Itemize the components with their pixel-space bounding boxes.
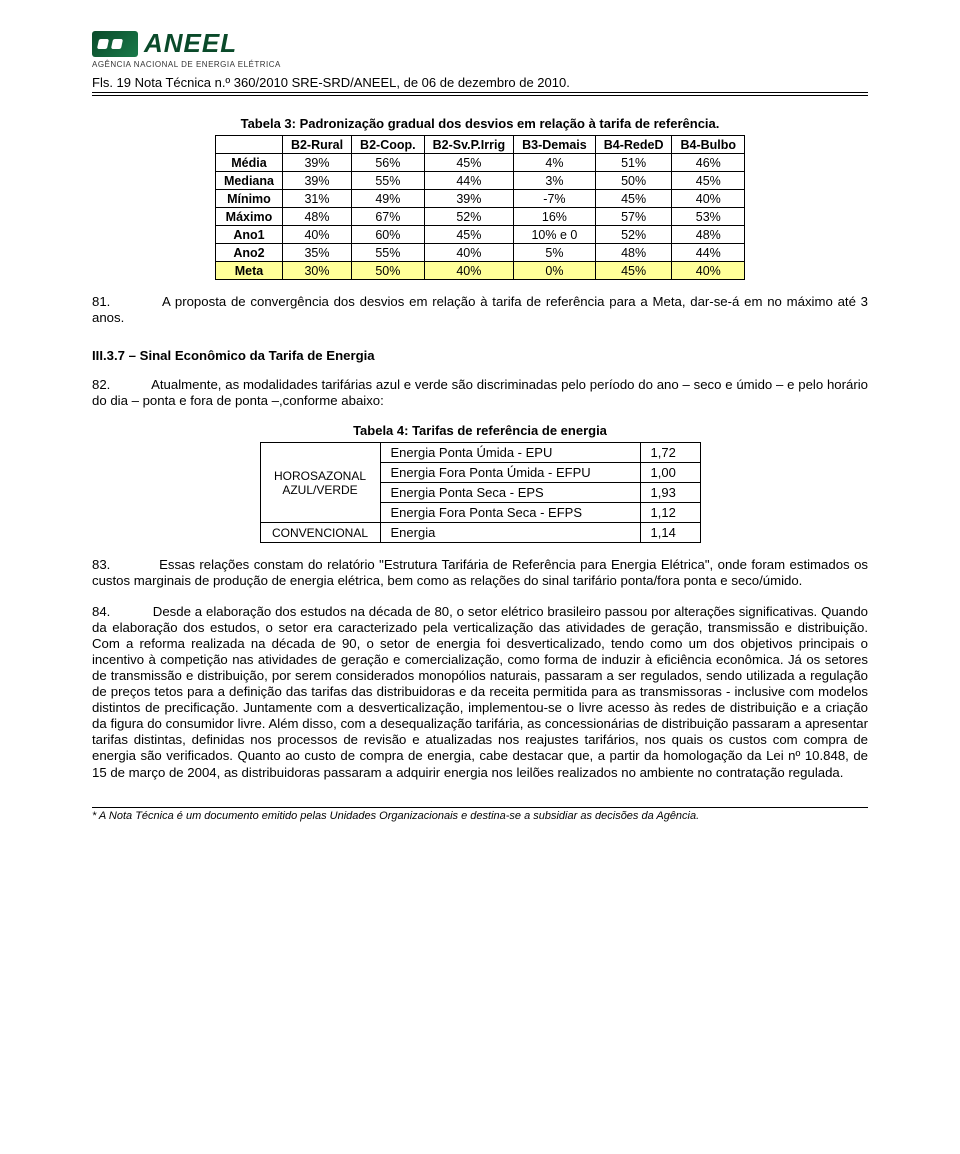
logo-icon bbox=[92, 31, 138, 57]
table3-row: Ano2 35% 55% 40% 5% 48% 44% bbox=[215, 244, 744, 262]
table4-val: 1,72 bbox=[640, 443, 700, 463]
table3-cell: 45% bbox=[672, 172, 745, 190]
table4-desc: Energia bbox=[380, 523, 640, 543]
table3-cell: 46% bbox=[672, 154, 745, 172]
agency-logo: ANEEL AGÊNCIA NACIONAL DE ENERGIA ELÉTRI… bbox=[92, 28, 868, 69]
table3-cell: 31% bbox=[282, 190, 351, 208]
table3-corner bbox=[215, 136, 282, 154]
table3-cell: 52% bbox=[595, 226, 672, 244]
table4-caption: Tabela 4: Tarifas de referência de energ… bbox=[92, 423, 868, 438]
table3-col: B4-Bulbo bbox=[672, 136, 745, 154]
logo-brand: ANEEL bbox=[144, 28, 237, 59]
table3-cell: 55% bbox=[352, 244, 425, 262]
table3-cell: 57% bbox=[595, 208, 672, 226]
table4: HOROSAZONAL AZUL/VERDE Energia Ponta Úmi… bbox=[260, 442, 701, 543]
table4-desc: Energia Fora Ponta Seca - EFPS bbox=[380, 503, 640, 523]
footnote: * A Nota Técnica é um documento emitido … bbox=[92, 807, 868, 822]
table3-cell: 56% bbox=[352, 154, 425, 172]
table3-row: Mínimo 31% 49% 39% -7% 45% 40% bbox=[215, 190, 744, 208]
table3-cell: 40% bbox=[424, 244, 514, 262]
table3-rowlabel: Ano2 bbox=[215, 244, 282, 262]
table3-cell: 52% bbox=[424, 208, 514, 226]
table3-cell: 5% bbox=[514, 244, 596, 262]
table3-cell: 10% e 0 bbox=[514, 226, 596, 244]
table3-cell: 50% bbox=[595, 172, 672, 190]
table3-col: B3-Demais bbox=[514, 136, 596, 154]
table3-col: B4-RedeD bbox=[595, 136, 672, 154]
table3-cell: 60% bbox=[352, 226, 425, 244]
table4-desc: Energia Ponta Seca - EPS bbox=[380, 483, 640, 503]
page-header-line: Fls. 19 Nota Técnica n.º 360/2010 SRE-SR… bbox=[92, 75, 868, 90]
table3-cell: 30% bbox=[282, 262, 351, 280]
table3-cell: 55% bbox=[352, 172, 425, 190]
logo-subtitle: AGÊNCIA NACIONAL DE ENERGIA ELÉTRICA bbox=[92, 60, 868, 69]
table3: B2-Rural B2-Coop. B2-Sv.P.Irrig B3-Demai… bbox=[215, 135, 745, 280]
table3-cell: 35% bbox=[282, 244, 351, 262]
header-rules bbox=[92, 92, 868, 102]
table3-cell: 4% bbox=[514, 154, 596, 172]
table3-cell: 45% bbox=[424, 154, 514, 172]
table3-cell: 40% bbox=[672, 262, 745, 280]
table4-row: CONVENCIONAL Energia 1,14 bbox=[260, 523, 700, 543]
table3-row: Média 39% 56% 45% 4% 51% 46% bbox=[215, 154, 744, 172]
table3-cell: 50% bbox=[352, 262, 425, 280]
table3-row: Mediana 39% 55% 44% 3% 50% 45% bbox=[215, 172, 744, 190]
table3-cell: 40% bbox=[424, 262, 514, 280]
table3-cell: 53% bbox=[672, 208, 745, 226]
table3-cell: -7% bbox=[514, 190, 596, 208]
paragraph-84: 84. Desde a elaboração dos estudos na dé… bbox=[92, 604, 868, 781]
table3-cell: 48% bbox=[282, 208, 351, 226]
table3-rowlabel: Máximo bbox=[215, 208, 282, 226]
table3-col: B2-Coop. bbox=[352, 136, 425, 154]
table3-cell: 48% bbox=[672, 226, 745, 244]
table3-cell: 44% bbox=[424, 172, 514, 190]
table3-cell: 45% bbox=[595, 190, 672, 208]
table3-cell: 16% bbox=[514, 208, 596, 226]
table3-rowlabel: Mínimo bbox=[215, 190, 282, 208]
table3-col: B2-Rural bbox=[282, 136, 351, 154]
table3-row: Ano1 40% 60% 45% 10% e 0 52% 48% bbox=[215, 226, 744, 244]
table4-val: 1,00 bbox=[640, 463, 700, 483]
table3-row: Máximo 48% 67% 52% 16% 57% 53% bbox=[215, 208, 744, 226]
section-heading-iii37: III.3.7 – Sinal Econômico da Tarifa de E… bbox=[92, 348, 868, 363]
table3-cell: 44% bbox=[672, 244, 745, 262]
table3-rowlabel: Média bbox=[215, 154, 282, 172]
table3-header-row: B2-Rural B2-Coop. B2-Sv.P.Irrig B3-Demai… bbox=[215, 136, 744, 154]
table3-caption: Tabela 3: Padronização gradual dos desvi… bbox=[92, 116, 868, 131]
paragraph-81: 81. A proposta de convergência dos desvi… bbox=[92, 294, 868, 326]
table3-cell: 48% bbox=[595, 244, 672, 262]
table3-cell: 3% bbox=[514, 172, 596, 190]
table4-val: 1,93 bbox=[640, 483, 700, 503]
table4-val: 1,14 bbox=[640, 523, 700, 543]
table4-desc: Energia Fora Ponta Úmida - EFPU bbox=[380, 463, 640, 483]
table3-row-meta: Meta 30% 50% 40% 0% 45% 40% bbox=[215, 262, 744, 280]
paragraph-83: 83. Essas relações constam do relatório … bbox=[92, 557, 868, 589]
table3-rowlabel: Mediana bbox=[215, 172, 282, 190]
table3-cell: 39% bbox=[282, 154, 351, 172]
table4-group2-label: CONVENCIONAL bbox=[260, 523, 380, 543]
table3-cell: 39% bbox=[282, 172, 351, 190]
table4-val: 1,12 bbox=[640, 503, 700, 523]
table3-cell: 40% bbox=[282, 226, 351, 244]
table3-cell: 39% bbox=[424, 190, 514, 208]
table3-cell: 45% bbox=[424, 226, 514, 244]
table3-cell: 40% bbox=[672, 190, 745, 208]
table4-desc: Energia Ponta Úmida - EPU bbox=[380, 443, 640, 463]
table3-rowlabel: Meta bbox=[215, 262, 282, 280]
table3-col: B2-Sv.P.Irrig bbox=[424, 136, 514, 154]
table3-cell: 49% bbox=[352, 190, 425, 208]
footnote-text: * A Nota Técnica é um documento emitido … bbox=[92, 810, 699, 822]
table3-cell: 0% bbox=[514, 262, 596, 280]
table3-rowlabel: Ano1 bbox=[215, 226, 282, 244]
paragraph-82: 82. Atualmente, as modalidades tarifária… bbox=[92, 377, 868, 409]
table4-group1-label: HOROSAZONAL AZUL/VERDE bbox=[260, 443, 380, 523]
table3-cell: 45% bbox=[595, 262, 672, 280]
table4-row: HOROSAZONAL AZUL/VERDE Energia Ponta Úmi… bbox=[260, 443, 700, 463]
table3-cell: 51% bbox=[595, 154, 672, 172]
table3-cell: 67% bbox=[352, 208, 425, 226]
